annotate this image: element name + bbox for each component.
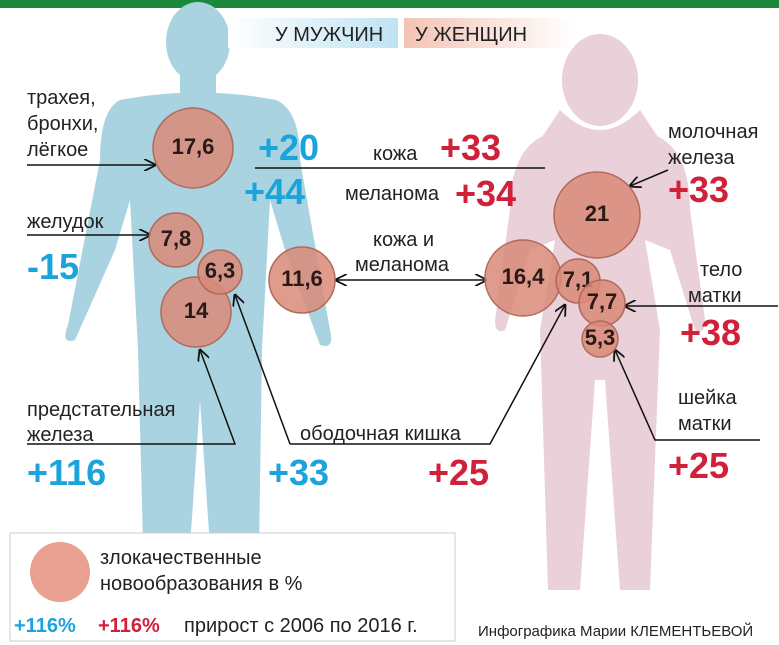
label: матки	[678, 413, 732, 435]
legend-text: прирост с 2006 по 2016 г.	[184, 615, 418, 637]
men-growth: +116	[27, 452, 106, 493]
legend-men: +116%	[14, 615, 76, 637]
women-growth: +34	[455, 173, 516, 214]
label: кожа и	[373, 229, 434, 251]
bubble-label: 14	[184, 298, 209, 323]
label: предстательная	[27, 399, 175, 421]
legend-text: злокачественные	[100, 547, 262, 569]
credit: Инфографика Марии КЛЕМЕНТЬЕВОЙ	[478, 622, 753, 640]
legend-text: новообразования в %	[100, 573, 303, 595]
label: бронхи,	[27, 113, 98, 135]
label: железа	[27, 424, 94, 446]
women-growth: +25	[668, 445, 729, 486]
bubble-label: 17,6	[172, 134, 215, 159]
women-growth: +33	[668, 169, 729, 210]
men-growth: -15	[27, 246, 79, 287]
bubble-label: 7,7	[587, 289, 618, 314]
bubble-label: 11,6	[281, 266, 323, 291]
women-growth: +33	[440, 127, 501, 168]
bubble-label: 7,8	[161, 226, 192, 251]
top-bar	[0, 0, 779, 8]
bubble-label: 5,3	[585, 325, 616, 350]
label: матки	[688, 285, 742, 307]
men-growth: +20	[258, 127, 319, 168]
legend-bubble	[30, 542, 90, 602]
men-growth: +33	[268, 452, 329, 493]
label: меланома	[345, 183, 440, 205]
label: лёгкое	[27, 139, 88, 161]
label: желудок	[27, 211, 104, 233]
women-header: У ЖЕНЩИН	[415, 24, 527, 46]
label: молочная	[668, 121, 758, 143]
men-growth: +44	[244, 171, 305, 212]
label: тело	[700, 259, 742, 281]
bubble-label: 6,3	[205, 258, 236, 283]
label: меланома	[355, 254, 450, 276]
label: шейка	[678, 387, 738, 409]
label: трахея,	[27, 87, 96, 109]
legend: злокачественные новообразования в % +116…	[10, 533, 455, 641]
legend-women: +116%	[98, 615, 160, 637]
men-header: У МУЖЧИН	[275, 24, 383, 46]
women-growth: +38	[680, 312, 741, 353]
infographic: У МУЖЧИН У ЖЕНЩИН 17,6 7,8 14 6,3 11,6 1…	[0, 0, 779, 645]
bubble-label: 21	[585, 201, 609, 226]
women-growth: +25	[428, 452, 489, 493]
label: кожа	[373, 143, 418, 165]
label: ободочная кишка	[300, 423, 462, 445]
bubble-label: 16,4	[502, 264, 546, 289]
label: железа	[668, 147, 735, 169]
